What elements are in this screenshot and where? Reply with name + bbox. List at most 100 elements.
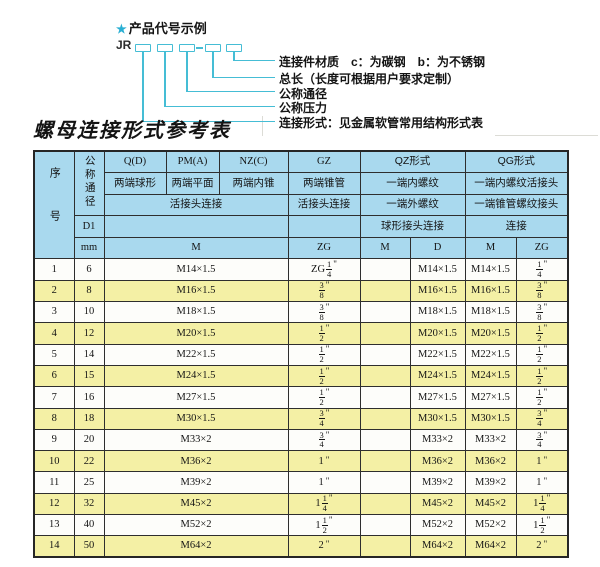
diagram-heading: ★ 产品代号示例 [116, 18, 207, 37]
header-m-span: M [103, 236, 289, 260]
row-qz-d-cell: M24×1.5 [409, 364, 466, 388]
row-qz-d-cell: M45×2 [409, 492, 466, 516]
row-dn-cell: 20 [73, 428, 105, 452]
fraction-denominator: 8 [319, 290, 324, 301]
row-gz-cell: 2 " [287, 535, 361, 558]
fraction-denominator: 2 [319, 375, 324, 386]
header-gz-empty [287, 215, 361, 238]
row-dn-cell: 14 [73, 343, 105, 366]
table-row: 4 12 M20×1.5 1 2 " M20×1.5 M20×1.5 1 2 " [33, 322, 569, 345]
fraction-numerator: 3 [318, 280, 325, 292]
callout-line [164, 105, 275, 107]
row-m-thread-cell: M14×1.5 [103, 258, 289, 281]
fraction-numerator: 1 [539, 493, 546, 505]
row-qz-d-cell: M64×2 [409, 535, 466, 558]
row-qg-m-cell: M14×1.5 [464, 258, 517, 281]
fraction-denominator: 2 [319, 354, 324, 365]
header-union-connection: 活接头连接 [103, 193, 289, 217]
fraction-whole: 1 [536, 476, 542, 488]
fraction-denominator: 8 [537, 290, 542, 301]
scan-artifact-line [495, 135, 598, 136]
row-dn-cell: 40 [73, 514, 105, 537]
fraction-denominator: 2 [537, 354, 542, 365]
row-qz-m-cell [359, 322, 411, 345]
table-row: 10 22 M36×2 1 " M36×2 M36×2 1 " [33, 450, 569, 473]
row-qg-zg-cell: 1 2 " [515, 343, 569, 366]
fraction-numerator: 1 [536, 386, 543, 398]
fraction-whole: 1 [536, 455, 542, 467]
row-no-cell: 4 [33, 322, 75, 345]
row-dn-cell: 25 [73, 471, 105, 494]
fraction-whole: 2 [536, 540, 542, 552]
header-mm: mm [73, 236, 105, 260]
inch-mark: " [543, 344, 548, 355]
row-qg-m-cell: M45×2 [464, 492, 517, 516]
row-m-thread-cell: M27×1.5 [103, 386, 289, 409]
row-m-thread-cell: M16×1.5 [103, 279, 289, 303]
callout-total-length: 总长（长度可根据用户要求定制） [279, 72, 460, 86]
row-qg-m-cell: M16×1.5 [464, 279, 517, 303]
row-qz-d-cell: M22×1.5 [409, 343, 466, 366]
diagram-heading-label: 产品代号示例 [128, 21, 207, 36]
row-gz-cell: 3 4 " [287, 428, 361, 452]
header-dn-label: 公称通径 [83, 154, 96, 209]
table-row: 3 10 M18×1.5 3 8 " M18×1.5 M18×1.5 3 8 " [33, 301, 569, 324]
row-qz-d-cell: M18×1.5 [409, 301, 466, 324]
header-gz-unit: ZG [287, 236, 361, 260]
callout-nominal-diameter: 公称通径 [279, 86, 328, 101]
callout-line [186, 90, 275, 92]
row-gz-cell: 1 " [287, 471, 361, 494]
inch-mark: " [543, 429, 548, 440]
row-qz-d-cell: M36×2 [409, 450, 466, 473]
row-qz-d-cell: M30×1.5 [409, 407, 466, 430]
fraction-numerator: 1 [326, 259, 333, 271]
row-qg-zg-cell: 1 " [515, 450, 569, 473]
header-nz-desc: 两端内锥 [218, 172, 289, 195]
row-qz-m-cell [359, 364, 411, 388]
callout-line [233, 51, 235, 60]
row-qz-m-cell [359, 258, 411, 281]
fraction-numerator: 3 [536, 408, 543, 420]
inch-mark: " [325, 454, 330, 465]
row-gz-cell: 1 1 4 " [287, 492, 361, 516]
row-m-thread-cell: M36×2 [103, 450, 289, 473]
header-no-label: 序号 [48, 167, 61, 254]
table-row: 11 25 M39×2 1 " M39×2 M39×2 1 " [33, 471, 569, 494]
fraction-whole: 1 [533, 498, 539, 510]
row-qg-m-cell: M18×1.5 [464, 301, 517, 324]
header-qz-d: D [409, 236, 466, 260]
inch-mark: " [543, 539, 548, 550]
row-gz-cell: 1 2 " [287, 343, 361, 366]
fraction-numerator: 1 [536, 259, 543, 271]
inch-mark: " [325, 539, 330, 550]
header-no: 序号 [33, 150, 75, 260]
fraction-numerator: 3 [318, 408, 325, 420]
header-dn: 公称通径 [73, 150, 105, 217]
fraction-denominator: 4 [319, 439, 324, 450]
row-m-thread-cell: M20×1.5 [103, 322, 289, 345]
fraction-numerator: 1 [536, 365, 543, 377]
row-no-cell: 1 [33, 258, 75, 281]
inch-mark: " [325, 408, 330, 419]
fraction-denominator: 2 [319, 333, 324, 343]
row-qz-d-cell: M14×1.5 [409, 258, 466, 281]
callout-material: 连接件材质 c：为碳钢 b：为不锈钢 [279, 55, 486, 69]
fraction-numerator: 1 [539, 514, 546, 526]
row-dn-cell: 15 [73, 364, 105, 388]
fraction-denominator: 2 [322, 524, 327, 535]
product-code-diagram: ★ 产品代号示例 JR 连接件材质 c：为碳钢 b：为不锈钢 总长（长度可根据用户… [0, 0, 600, 150]
row-dn-cell: 6 [73, 258, 105, 281]
table-row: 7 16 M27×1.5 1 2 " M27×1.5 M27×1.5 1 2 " [33, 386, 569, 409]
inch-mark: " [546, 493, 551, 504]
row-no-cell: 14 [33, 535, 75, 558]
table-row: 1 6 M14×1.5 ZG 1 4 " M14×1.5 M14×1.5 1 4 " [33, 258, 569, 281]
row-dn-cell: 32 [73, 492, 105, 516]
row-m-thread-cell: M22×1.5 [103, 343, 289, 366]
fraction-denominator: 4 [537, 439, 542, 450]
